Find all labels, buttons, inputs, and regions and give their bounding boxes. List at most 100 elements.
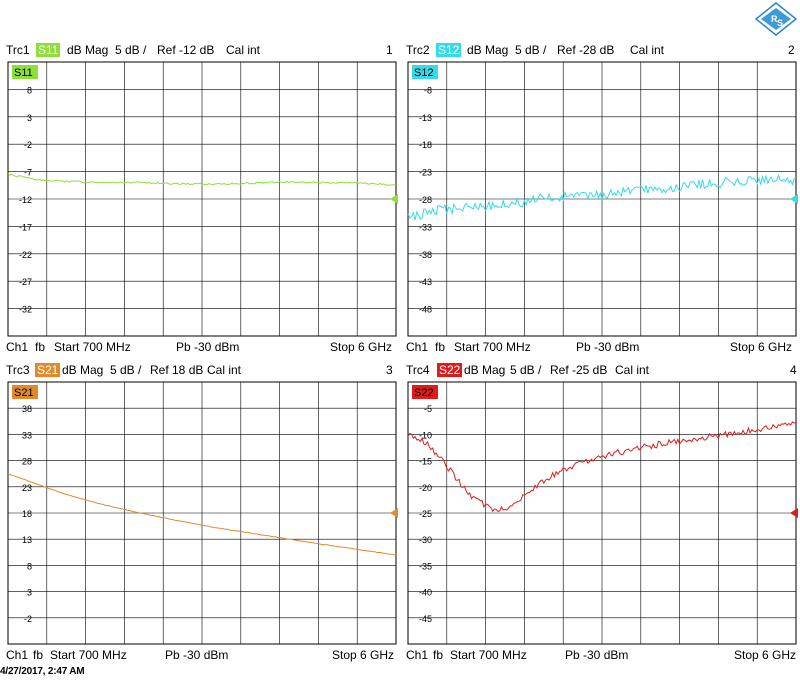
trace-name: Trc4 <box>406 363 430 377</box>
fb-label: fb <box>33 648 44 662</box>
fb-label: fb <box>35 340 46 354</box>
y-tick-label: 28 <box>22 457 32 467</box>
panel-number: 2 <box>788 43 795 57</box>
y-tick-label: -28 <box>419 195 432 205</box>
reference-label: Ref -28 dB <box>557 43 615 57</box>
trace-label-box <box>12 65 38 79</box>
y-tick-label: -15 <box>419 457 432 467</box>
scale-label: 5 dB / <box>110 363 142 377</box>
cal-label: Cal int <box>615 363 650 377</box>
scale-label: 5 dB / <box>515 43 547 57</box>
y-tick-label: -32 <box>19 305 32 315</box>
stop-frequency: Stop 6 GHz <box>330 340 393 354</box>
reference-marker <box>390 194 398 204</box>
reference-label: Ref -25 dB <box>550 363 608 377</box>
trace-line-s12 <box>407 173 797 221</box>
start-frequency: Start 700 MHz <box>54 340 131 354</box>
trace-header: Trc4 S22 dB Mag 5 dB / Ref -25 dB Cal in… <box>404 360 800 380</box>
scale-label: 5 dB / <box>510 363 542 377</box>
reference-marker <box>790 194 798 204</box>
channel-line: Ch1 fb Start 700 MHz Pb -30 dBm Stop 6 G… <box>4 338 401 356</box>
format-label: dB Mag <box>62 363 104 377</box>
trace-name: Trc1 <box>6 43 30 57</box>
y-tick-label: 3 <box>27 113 32 123</box>
reference-label: Ref 18 dB <box>150 363 204 377</box>
format-label: dB Mag <box>464 363 506 377</box>
y-tick-label: -12 <box>19 195 32 205</box>
trace-label-text: S21 <box>14 387 34 399</box>
y-tick-label: -2 <box>24 140 32 150</box>
trace-line-s21 <box>7 473 396 556</box>
trace-panel-s21: Trc3 S21 dB Mag 5 dB / Ref 18 dB Cal int… <box>4 360 401 680</box>
start-frequency: Start 700 MHz <box>454 340 531 354</box>
trace-label-box <box>12 385 38 399</box>
channel-line: Ch1 fb Start 700 MHz Pb -30 dBm Stop 6 G… <box>4 646 401 664</box>
y-tick-label: -10 <box>419 430 432 440</box>
power-label: Pb -30 dBm <box>176 340 240 354</box>
y-tick-label: -38 <box>419 250 432 260</box>
trace-header: Trc2 S12 dB Mag 5 dB / Ref -28 dB Cal in… <box>404 40 800 60</box>
y-tick-label: -18 <box>419 140 432 150</box>
y-tick-label: -7 <box>24 168 32 178</box>
y-tick-label: -40 <box>419 588 432 598</box>
y-tick-label: 8 <box>27 561 32 571</box>
y-tick-label: -20 <box>419 483 432 493</box>
channel-label: Ch1 <box>6 648 29 662</box>
y-tick-label: -43 <box>419 277 432 287</box>
format-label: dB Mag <box>467 43 509 57</box>
y-tick-label: -30 <box>419 535 432 545</box>
y-tick-label: 13 <box>22 535 32 545</box>
start-frequency: Start 700 MHz <box>50 648 127 662</box>
channel-line: Ch1 fb Start 700 MHz Pb -30 dBm Stop 6 G… <box>404 646 800 664</box>
y-tick-label: -17 <box>19 222 32 232</box>
fb-label: fb <box>433 648 444 662</box>
reference-label: Ref -12 dB <box>157 43 215 57</box>
scale-label: 5 dB / <box>115 43 147 57</box>
trace-label-box <box>412 385 438 399</box>
trace-line-s11 <box>7 173 397 186</box>
trace-header: Trc1 S11 dB Mag 5 dB / Ref -12 dB Cal in… <box>4 40 401 60</box>
trace-plot: -5 -10 -15 -20 -25 -30 -35 -40 -45 S22 <box>407 381 798 645</box>
parameter-tag: S21 <box>35 363 61 377</box>
parameter-tag: S11 <box>36 43 61 57</box>
channel-label: Ch1 <box>406 648 429 662</box>
power-label: Pb -30 dBm <box>165 648 229 662</box>
y-tick-label: -48 <box>419 305 432 315</box>
rohde-schwarz-logo: R S <box>754 2 798 36</box>
panel-number: 1 <box>386 43 393 57</box>
y-tick-label: 33 <box>22 430 32 440</box>
start-frequency: Start 700 MHz <box>450 648 527 662</box>
trace-plot: 8 3 -2 -7 -12 -17 -22 -27 -32 S11 <box>7 61 398 337</box>
y-tick-label: -2 <box>24 614 32 624</box>
y-tick-label: -13 <box>419 113 432 123</box>
y-tick-label: 8 <box>27 85 32 95</box>
cal-label: Cal int <box>207 363 242 377</box>
y-tick-label: -5 <box>424 404 432 414</box>
trace-label-text: S12 <box>414 67 434 79</box>
power-label: Pb -30 dBm <box>576 340 640 354</box>
y-tick-label: -33 <box>419 222 432 232</box>
format-label: dB Mag <box>67 43 109 57</box>
y-tick-label: -25 <box>419 509 432 519</box>
trace-header: Trc3 S21 dB Mag 5 dB / Ref 18 dB Cal int… <box>4 360 401 380</box>
channel-label: Ch1 <box>6 340 29 354</box>
channel-line: Ch1 fb Start 700 MHz Pb -30 dBm Stop 6 G… <box>404 338 800 356</box>
svg-text:S: S <box>777 18 783 28</box>
stop-frequency: Stop 6 GHz <box>734 648 797 662</box>
timestamp: 4/27/2017, 2:47 AM <box>0 666 85 677</box>
cal-label: Cal int <box>226 43 261 57</box>
y-tick-label: -45 <box>419 614 432 624</box>
cal-label: Cal int <box>630 43 665 57</box>
trace-label-text: S22 <box>414 387 434 399</box>
stop-frequency: Stop 6 GHz <box>332 648 395 662</box>
y-tick-label: 38 <box>22 404 32 414</box>
trace-name: Trc2 <box>406 43 430 57</box>
y-tick-label: -8 <box>424 85 432 95</box>
y-tick-label: -23 <box>419 168 432 178</box>
reference-marker <box>790 508 798 518</box>
reference-marker <box>390 508 398 518</box>
trace-plot: 38 33 28 23 18 13 8 3 -2 S21 <box>7 381 398 645</box>
trace-panel-s22: Trc4 S22 dB Mag 5 dB / Ref -25 dB Cal in… <box>404 360 800 680</box>
trace-label-text: S11 <box>14 67 33 79</box>
trace-name: Trc3 <box>6 363 30 377</box>
